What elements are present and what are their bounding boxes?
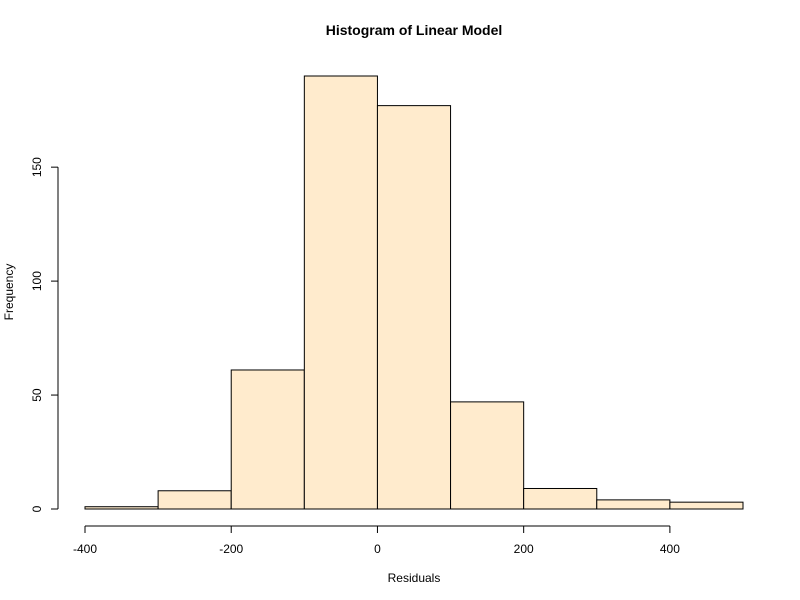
x-axis: -400 -200 0 200 400 (73, 525, 680, 556)
x-tick-label: -200 (219, 542, 243, 556)
histogram-bar (230, 369, 305, 510)
histogram-bar (450, 401, 525, 510)
histogram-bar (596, 499, 671, 510)
y-tick-label: 50 (30, 388, 44, 402)
histogram-bar (376, 105, 452, 510)
y-tick-label: 0 (30, 505, 44, 512)
histogram-bars (84, 75, 744, 510)
histogram-bar (157, 490, 232, 510)
y-axis: 0 50 100 150 (30, 157, 59, 512)
histogram-bar (523, 487, 598, 510)
chart-title: Histogram of Linear Model (326, 22, 503, 38)
x-tick-label: 200 (514, 542, 534, 556)
histogram-bar (303, 75, 378, 510)
histogram-bar (669, 501, 744, 510)
histogram-bar (84, 506, 159, 510)
y-tick-label: 150 (30, 157, 44, 177)
x-tick-label: 0 (374, 542, 381, 556)
x-tick-label: -400 (73, 542, 97, 556)
x-axis-label: Residuals (388, 571, 441, 585)
y-tick-label: 100 (30, 271, 44, 291)
y-axis-label: Frequency (2, 264, 16, 321)
x-tick-label: 400 (660, 542, 680, 556)
